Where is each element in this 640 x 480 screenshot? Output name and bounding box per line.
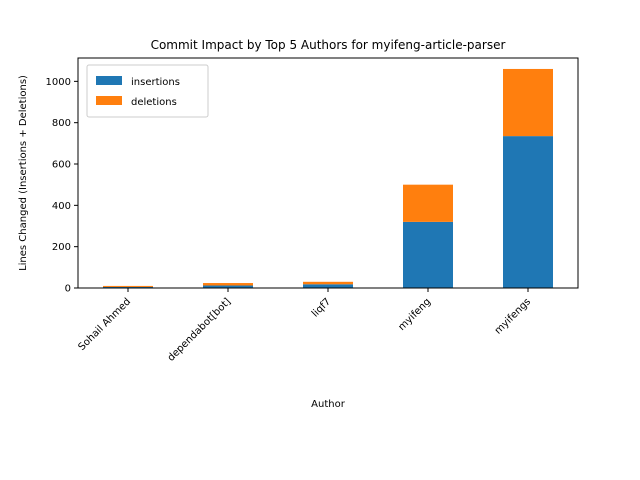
legend-label-insertions: insertions	[131, 77, 180, 88]
bar-insertions	[303, 284, 353, 288]
legend-label-deletions: deletions	[131, 97, 177, 108]
legend-swatch-insertions	[96, 76, 122, 85]
x-axis-label: Author	[311, 399, 346, 410]
legend: insertions deletions	[86, 64, 209, 118]
legend-box	[86, 64, 209, 118]
legend-swatch-deletions	[96, 96, 122, 105]
y-tick-label: 1000	[46, 77, 71, 88]
y-tick-label: 400	[52, 201, 71, 212]
chart-title: Commit Impact by Top 5 Authors for myife…	[151, 38, 506, 52]
bar-deletions	[403, 184, 453, 222]
x-tick-label: myifeng	[396, 296, 433, 333]
bar-insertions	[103, 286, 153, 288]
bar-deletions	[503, 68, 553, 137]
bar-insertions	[203, 285, 253, 288]
x-tick-label: dependabot[bot]	[166, 296, 234, 364]
y-tick-label: 800	[52, 118, 71, 129]
bar-deletions	[203, 283, 253, 286]
bar-insertions	[503, 136, 553, 288]
y-axis-label: Lines Changed (Insertions + Deletions)	[18, 75, 29, 271]
x-tick-label: Sohail Ahmed	[76, 296, 133, 353]
bar-deletions	[303, 281, 353, 285]
bar-deletions	[103, 285, 153, 287]
plot-frame	[77, 57, 579, 289]
y-tick-label: 600	[52, 160, 71, 171]
x-tick-label: liqf7	[310, 296, 333, 319]
y-tick-label: 200	[52, 242, 71, 253]
bar-insertions	[403, 221, 453, 288]
x-tick-label: myifengs	[493, 296, 533, 336]
y-tick-label: 0	[65, 284, 71, 295]
